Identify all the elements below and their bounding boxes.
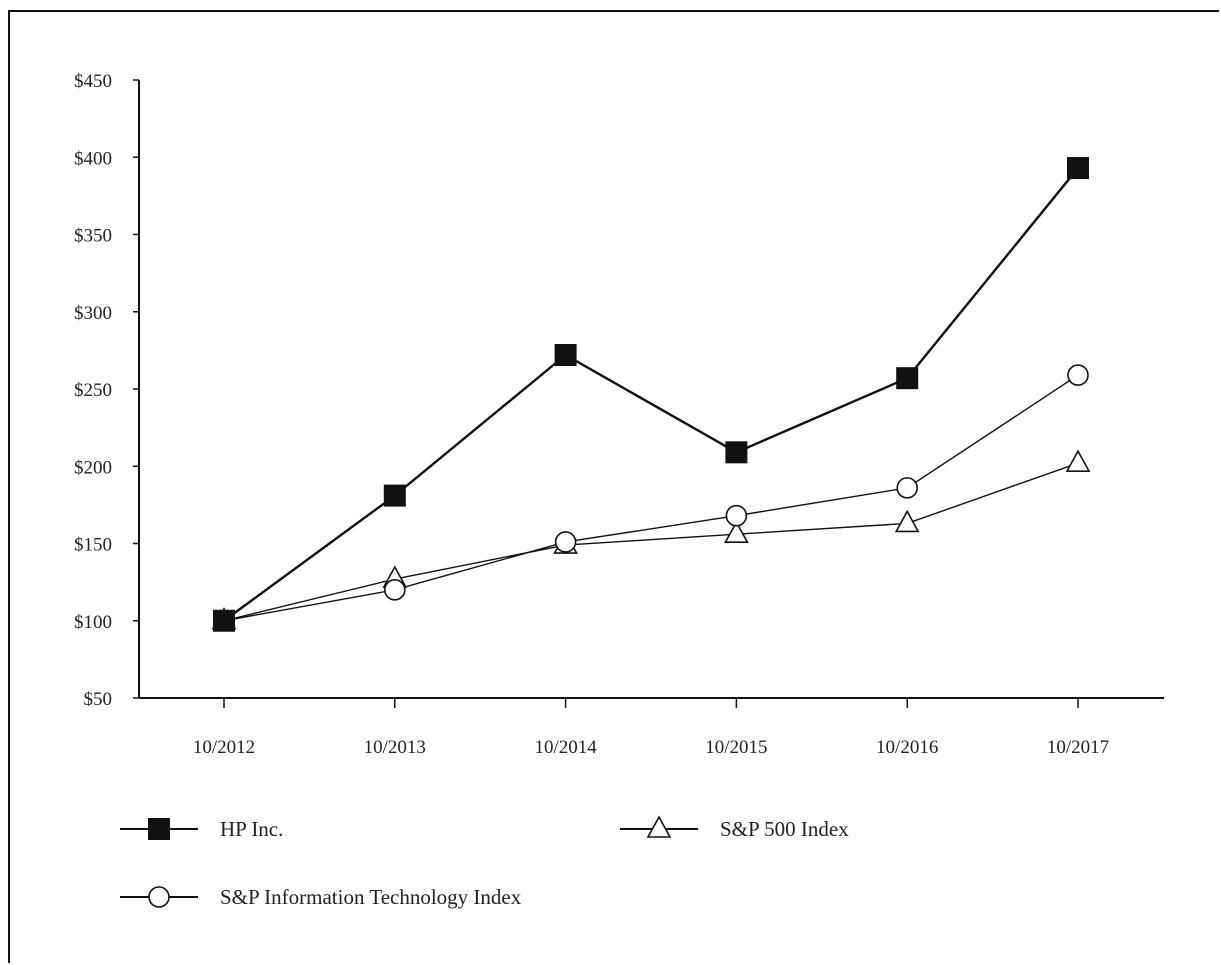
data-point bbox=[554, 531, 577, 553]
legend-item: HP Inc. bbox=[120, 817, 283, 841]
series-s-p-500-index bbox=[211, 449, 1091, 630]
series-line bbox=[223, 374, 1079, 622]
data-point bbox=[724, 520, 749, 544]
x-tick-label: 10/2017 bbox=[1047, 737, 1109, 758]
x-tick-label: 10/2016 bbox=[876, 737, 938, 758]
y-tick-label: $250 bbox=[74, 380, 112, 401]
series-hp-inc bbox=[213, 157, 1089, 632]
data-point bbox=[383, 579, 406, 601]
data-point bbox=[725, 441, 748, 464]
legend-marker bbox=[148, 818, 170, 840]
y-tick-label: $300 bbox=[74, 303, 112, 324]
chart-axes bbox=[138, 80, 1164, 699]
legend-label: S&P Information Technology Index bbox=[220, 885, 522, 909]
data-point bbox=[896, 477, 919, 499]
x-tick-labels: 10/2012 10/2013 10/2014 10/2015 10/2016 10/20… bbox=[193, 698, 1109, 758]
series-line bbox=[223, 462, 1079, 622]
legend-marker bbox=[148, 886, 170, 908]
data-point bbox=[896, 367, 919, 390]
data-point bbox=[1067, 364, 1089, 386]
y-tick-label: $350 bbox=[74, 226, 112, 247]
data-series bbox=[211, 157, 1091, 632]
data-point bbox=[383, 484, 406, 507]
data-point bbox=[894, 509, 920, 533]
x-tick-label: 10/2015 bbox=[705, 737, 767, 758]
y-tick-labels: $50 $100 $150 $200 $250 $300 $350 $400 $450 bbox=[74, 71, 139, 710]
legend-label: HP Inc. bbox=[220, 817, 283, 841]
legend-marker bbox=[646, 815, 672, 838]
x-tick-label: 10/2014 bbox=[534, 737, 597, 758]
data-point bbox=[213, 609, 235, 632]
x-tick-label: 10/2013 bbox=[364, 737, 426, 758]
chart-frame bbox=[8, 10, 1219, 963]
data-point bbox=[1067, 157, 1089, 180]
y-tick-label: $200 bbox=[74, 457, 112, 478]
legend-item: S&P Information Technology Index bbox=[120, 885, 522, 909]
legend-label: S&P 500 Index bbox=[720, 817, 849, 841]
series-line bbox=[223, 167, 1079, 622]
y-tick-label: $450 bbox=[74, 71, 112, 92]
data-point bbox=[725, 504, 748, 527]
data-point bbox=[1065, 449, 1091, 472]
legend: HP Inc. S&P 500 Index S&P Information Tech… bbox=[120, 815, 849, 909]
y-tick-label: $100 bbox=[74, 612, 112, 633]
data-point bbox=[554, 344, 577, 367]
y-tick-label: $400 bbox=[74, 148, 112, 169]
x-tick-label: 10/2012 bbox=[193, 737, 255, 758]
y-tick-label: $150 bbox=[74, 535, 112, 556]
y-tick-label: $50 bbox=[84, 689, 113, 710]
legend-item: S&P 500 Index bbox=[620, 815, 849, 841]
